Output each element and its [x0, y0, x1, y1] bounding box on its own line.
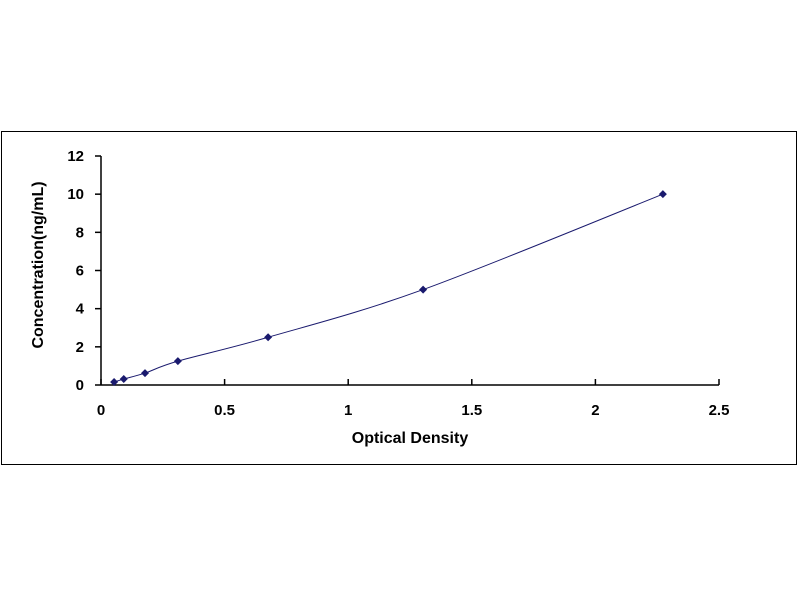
- x-tick-label: 0.5: [214, 402, 235, 419]
- y-tick-label: 10: [67, 186, 84, 203]
- y-axis-label: Concentration(ng/mL): [30, 181, 47, 348]
- x-axis-label: Optical Density: [352, 430, 469, 447]
- y-tick-label: 8: [76, 224, 84, 241]
- data-point: [173, 357, 182, 366]
- data-point: [658, 190, 667, 199]
- x-tick-label: 1.5: [461, 402, 482, 419]
- x-tick-label: 1: [344, 402, 352, 419]
- x-tick-label: 2: [591, 402, 599, 419]
- chart-frame: [1, 131, 797, 465]
- y-tick-label: 12: [67, 148, 84, 165]
- y-tick-label: 2: [76, 339, 84, 356]
- y-tick-label: 4: [76, 301, 85, 318]
- data-point: [110, 378, 119, 387]
- x-tick-label: 2.5: [709, 402, 730, 419]
- data-point: [264, 333, 273, 342]
- data-point: [419, 285, 428, 294]
- data-point: [119, 375, 128, 384]
- data-point: [141, 369, 150, 378]
- y-tick-label: 0: [76, 377, 84, 394]
- y-tick-label: 6: [76, 263, 84, 280]
- x-tick-label: 0: [97, 402, 105, 419]
- fit-curve: [113, 193, 664, 383]
